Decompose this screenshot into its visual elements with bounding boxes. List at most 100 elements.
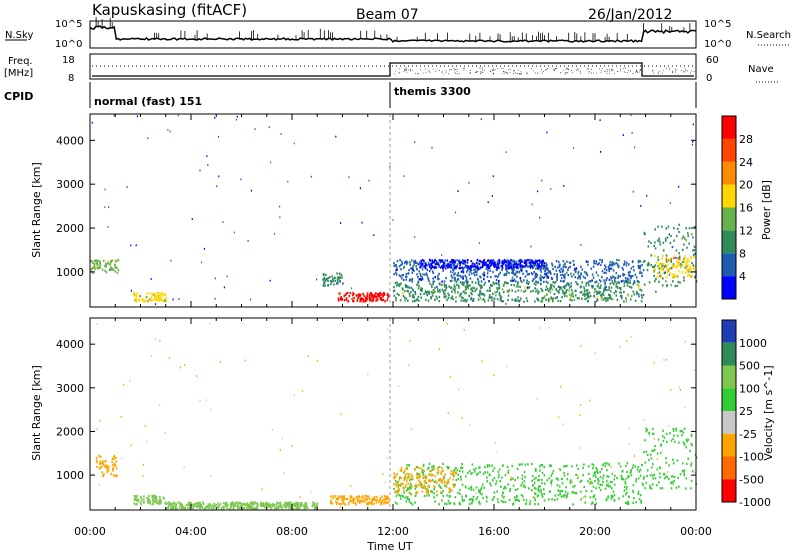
power-cell [477, 280, 480, 283]
power-cell [365, 299, 368, 302]
power-cell [405, 297, 408, 300]
power-cell [507, 266, 509, 269]
power-scatter-point [487, 201, 489, 204]
velocity-cell [335, 502, 338, 505]
velocity-cell [492, 469, 494, 472]
power-cell [469, 277, 472, 280]
power-cell [136, 294, 138, 298]
power-cell [445, 264, 448, 267]
power-cell [549, 291, 552, 294]
power-cell [608, 288, 610, 291]
power-cell [409, 278, 411, 281]
velocity-cell [429, 473, 431, 476]
power-cell [659, 275, 662, 278]
velocity-cell [645, 427, 647, 430]
power-cell [586, 295, 589, 298]
velocity-cell [521, 481, 524, 484]
velocity-cell [554, 494, 557, 497]
velocity-scatter-point [159, 404, 161, 406]
velocity-cell [441, 466, 443, 469]
power-cell [588, 280, 591, 283]
velocity-cell [536, 495, 539, 498]
power-cell [450, 270, 452, 273]
velocity-cell [370, 501, 373, 504]
velocity-cell [538, 474, 540, 478]
velocity-cell [337, 498, 340, 501]
power-cell [685, 227, 687, 230]
velocity-cell [225, 504, 227, 507]
velocity-cell [652, 477, 654, 480]
power-cell [438, 295, 441, 298]
power-cell [411, 288, 414, 291]
power-cell [637, 264, 640, 268]
power-cell [467, 280, 469, 283]
velocity-cell [403, 479, 406, 482]
power-cell [553, 286, 556, 289]
velocity-cell [550, 474, 553, 477]
velocity-cell [105, 464, 108, 467]
power-cell [446, 298, 448, 302]
power-scatter-point [236, 115, 238, 118]
power-cell [616, 263, 619, 266]
power-cell [674, 274, 677, 277]
power-cell [646, 263, 649, 266]
power-scatter-point [214, 116, 216, 119]
velocity-cell [539, 469, 541, 472]
power-cell [442, 269, 444, 272]
velocity-cell [143, 498, 145, 501]
velocity-cell [155, 497, 157, 500]
power-cell [509, 261, 511, 264]
velocity-cell [480, 488, 482, 491]
velocity-cell [424, 479, 426, 482]
power-cell [570, 272, 572, 275]
velocity-cell [376, 498, 378, 502]
power-cell [621, 297, 623, 300]
velocity-cell [645, 450, 648, 453]
velocity-cell [110, 472, 112, 475]
power-cell [610, 267, 613, 270]
velocity-cell [488, 474, 491, 477]
power-cell [375, 295, 378, 298]
power-cell [563, 280, 565, 283]
power-cell [538, 263, 540, 266]
velocity-cell [482, 472, 485, 475]
velocity-cell [662, 435, 664, 438]
power-cell [585, 293, 588, 296]
velocity-x-ticks [89, 318, 697, 510]
power-cell [420, 278, 422, 281]
velocity-cell [430, 490, 432, 493]
velocity-cell [404, 475, 407, 478]
velocity-cell [305, 502, 308, 505]
power-cell [588, 291, 591, 294]
velocity-scatter-point [447, 412, 449, 415]
velocity-cell [548, 490, 551, 493]
power-cell [405, 261, 407, 264]
velocity-cell [502, 500, 505, 504]
nave-label: Nave [748, 64, 774, 75]
velocity-cell [407, 487, 409, 490]
power-cell [665, 254, 668, 257]
velocity-scatter-point [633, 455, 635, 457]
velocity-cell [685, 462, 688, 465]
velocity-cell [572, 503, 574, 506]
power-cell [487, 259, 490, 262]
velocity-cell [502, 491, 505, 494]
power-colorbar-tick: 4 [739, 270, 746, 283]
power-cell [654, 247, 657, 250]
noise-right-label: N.Search [746, 30, 791, 41]
velocity-cell [438, 484, 440, 487]
power-cell [447, 292, 449, 295]
velocity-cell [668, 464, 670, 467]
power-scatter-point [640, 205, 642, 207]
power-cell [604, 264, 606, 267]
velocity-cell [304, 502, 306, 505]
velocity-cell [410, 485, 413, 488]
velocity-cell [281, 507, 283, 510]
power-cell [486, 275, 489, 278]
velocity-cell [165, 507, 168, 510]
power-cell [597, 263, 599, 266]
power-cell [329, 280, 332, 283]
velocity-scatter-point [548, 326, 550, 329]
power-cell [495, 294, 497, 297]
velocity-cell [313, 504, 316, 507]
